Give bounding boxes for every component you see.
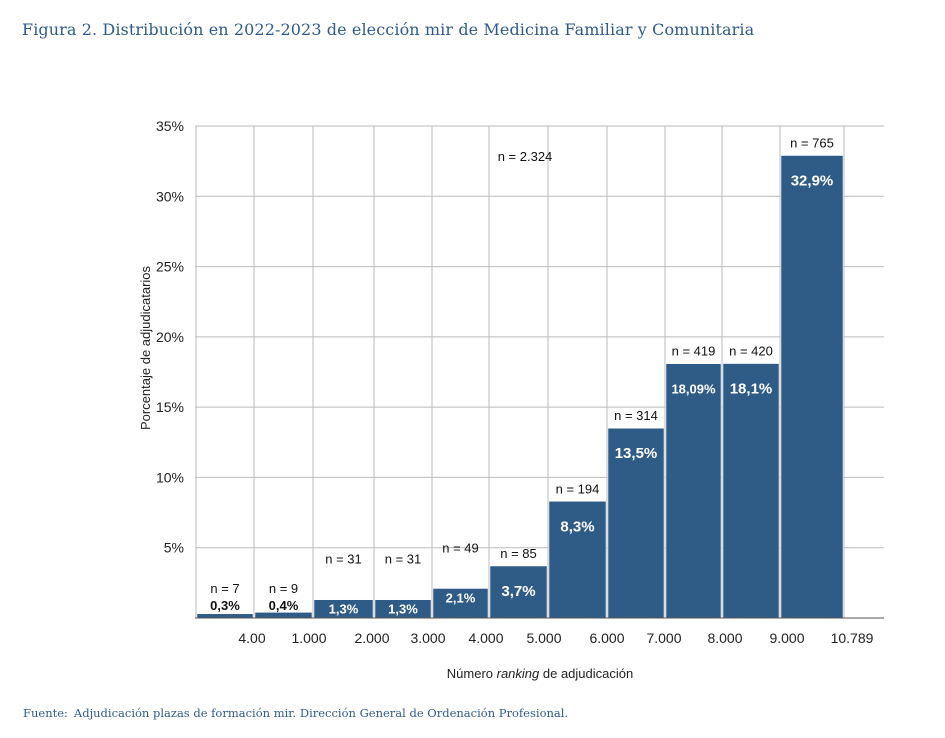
x-tick-label: 7.000 (646, 630, 681, 646)
bar-n-label: n = 31 (325, 552, 362, 567)
x-tick-label: 5.000 (526, 630, 561, 646)
x-axis-title-pre: Número (447, 666, 497, 681)
y-tick-label: 20% (156, 329, 184, 345)
y-tick-label: 5% (164, 540, 184, 556)
annotation: n = 2.324 (498, 149, 553, 164)
bar-n-label: n = 419 (672, 344, 716, 359)
bar-value-label: 18,1% (730, 381, 773, 398)
bar-n-label: n = 765 (790, 136, 834, 151)
x-tick-label: 3.000 (410, 630, 445, 646)
figure-source: Fuente: Adjudicación plazas de formación … (23, 706, 568, 720)
bar (665, 363, 722, 619)
bar-n-label: n = 7 (210, 581, 239, 596)
bar (607, 427, 665, 619)
bar-n-label: n = 31 (385, 552, 422, 567)
grid-lines (195, 125, 884, 618)
y-axis-title: Porcentaje de adjudicatarios (138, 265, 153, 430)
bar-value-label: 1,3% (388, 602, 418, 617)
bar-value-label: 1,3% (329, 602, 359, 617)
bar (548, 501, 607, 619)
bar-chart: 0,3% n = 7 0,4% n = 9 1,3% n = 31 1,3% n = 31 2,… (138, 118, 884, 681)
bars (196, 155, 844, 619)
x-tick-label: 10.789 (831, 630, 874, 646)
x-axis-title-italic: ranking (497, 666, 540, 681)
axes: 35% 30% 25% 20% 15% 10% 5% 4.00 1.000 2.000 3.000 4… (156, 118, 884, 646)
x-tick-label: 2.000 (354, 630, 389, 646)
bar (722, 363, 780, 619)
x-tick-label: 8.000 (707, 630, 742, 646)
x-axis-title: Número ranking de adjudicación (447, 666, 633, 681)
x-axis-title-post: de adjudicación (539, 666, 633, 681)
bar (196, 613, 254, 619)
x-tick-label: 4.000 (468, 630, 503, 646)
y-tick-label: 30% (156, 188, 184, 204)
y-tick-label: 10% (156, 469, 184, 485)
bar-value-label: 3,7% (501, 583, 535, 600)
bar-n-label: n = 314 (614, 408, 658, 423)
y-tick-label: 25% (156, 259, 184, 275)
bar-value-label: 32,9% (791, 173, 834, 190)
y-tick-label: 35% (156, 118, 184, 134)
bar (780, 155, 844, 619)
bar-n-label: n = 49 (442, 540, 479, 555)
source-text: Adjudicación plazas de formación mir. Di… (73, 706, 569, 720)
bar-n-label: n = 9 (269, 581, 298, 596)
x-tick-label: 6.000 (589, 630, 624, 646)
bar-value-label: 8,3% (560, 518, 594, 535)
bar-value-label: 2,1% (446, 590, 476, 605)
bar (489, 565, 548, 619)
bar-labels: 0,3% n = 7 0,4% n = 9 1,3% n = 31 1,3% n = 31 2,… (210, 136, 834, 617)
bar-value-label: 0,4% (269, 598, 299, 613)
bar-n-label: n = 85 (500, 546, 537, 561)
bar (254, 612, 313, 619)
figure-title: Figura 2. Distribución en 2022-2023 de e… (22, 20, 755, 39)
source-label: Fuente: (23, 706, 68, 720)
bar-n-label: n = 420 (729, 344, 773, 359)
bar-value-label: 18,09% (671, 382, 716, 397)
bar (432, 588, 489, 619)
bar-value-label: 13,5% (615, 445, 658, 462)
bar-n-label: n = 194 (556, 481, 600, 496)
bar-value-label: 0,3% (210, 598, 240, 613)
y-tick-label: 15% (156, 399, 184, 415)
x-tick-label: 9.000 (769, 630, 804, 646)
x-tick-label: 1.000 (291, 630, 326, 646)
x-tick-label: 4.00 (238, 630, 265, 646)
